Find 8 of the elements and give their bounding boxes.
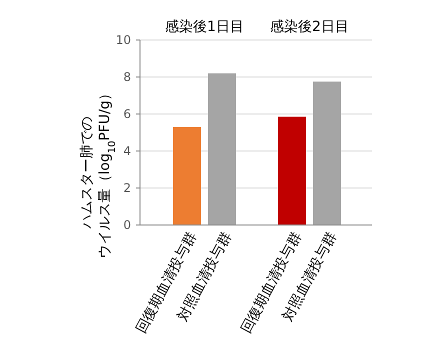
y-tick-label: 2 [123, 181, 131, 196]
text: 感染後1日目 [165, 19, 244, 35]
y-tick-label: 8 [123, 70, 131, 84]
text: 感染後2日目 [270, 19, 349, 35]
y-tick-label: 10 [116, 33, 131, 48]
y-tick-label: 0 [123, 218, 131, 232]
y-tick-label: 6 [123, 107, 131, 122]
y-tick-label: 4 [123, 144, 131, 158]
